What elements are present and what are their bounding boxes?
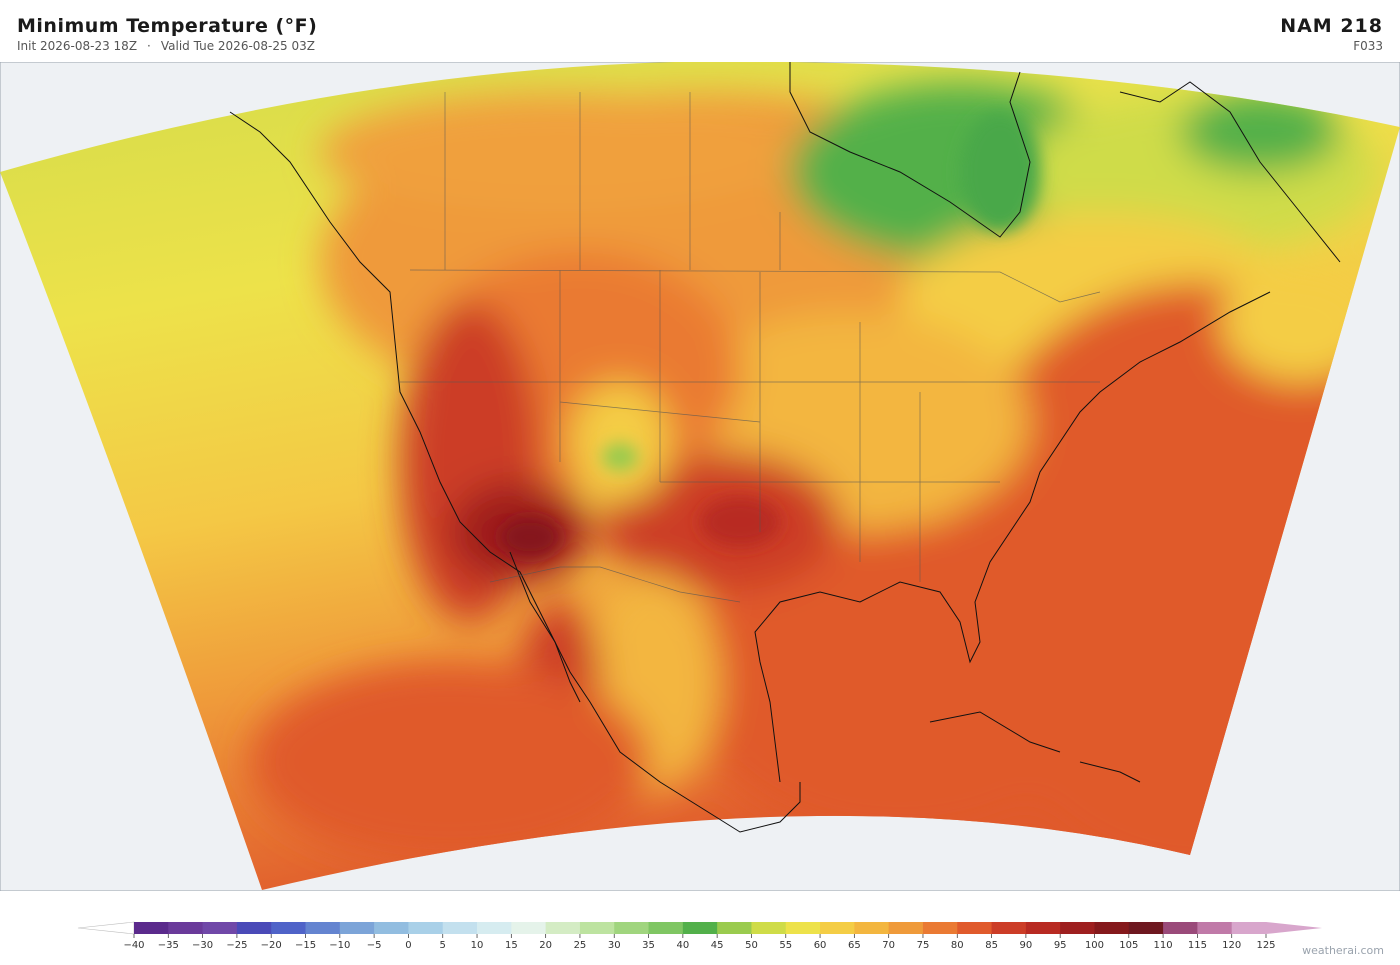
map xyxy=(0,62,1400,891)
colorbar-swatch xyxy=(1094,922,1130,934)
colorbar-under xyxy=(77,921,135,935)
colorbar-swatch xyxy=(134,922,169,934)
colorbar-tick-label: −25 xyxy=(226,940,247,951)
model-name: NAM 218 xyxy=(1280,15,1383,37)
colorbar-tick-label: −15 xyxy=(295,940,316,951)
colorbar-swatch xyxy=(1025,922,1061,934)
colorbar: −40 −35 −30 −25 −20 −15 −10 −5 0 5 10 15 20 25 30 35 40 4… xyxy=(77,921,1322,951)
colorbar-swatch xyxy=(1163,922,1198,934)
colorbar-tick-label: −10 xyxy=(329,940,350,951)
colorbar-swatch xyxy=(785,922,821,934)
colorbar-swatch xyxy=(236,922,272,934)
colorbar-swatch xyxy=(717,922,752,934)
colorbar-tick-label: 80 xyxy=(951,940,964,951)
colorbar-swatch xyxy=(1231,922,1267,934)
colorbar-swatch xyxy=(888,922,924,934)
colorbar-tick-label: −35 xyxy=(158,940,179,951)
colorbar-tick-label: 110 xyxy=(1154,940,1173,951)
colorbar-swatch xyxy=(545,922,581,934)
colorbar-swatch xyxy=(374,922,409,934)
colorbar-tick-label: 75 xyxy=(917,940,930,951)
colorbar-swatch xyxy=(1060,922,1095,934)
colorbar-tick-label: 90 xyxy=(1020,940,1033,951)
colorbar-tick-label: 115 xyxy=(1188,940,1207,951)
colorbar-tick-label: 70 xyxy=(882,940,895,951)
colorbar-swatch xyxy=(305,922,341,934)
init-time: Init 2026-08-23 18Z xyxy=(17,39,138,53)
map-title: Minimum Temperature (°F) xyxy=(17,15,318,37)
separator: · xyxy=(147,39,151,53)
colorbar-tick-label: 55 xyxy=(779,940,792,951)
colorbar-tick-label: 0 xyxy=(405,940,411,951)
colorbar-tick-label: 100 xyxy=(1085,940,1104,951)
colorbar-swatch xyxy=(339,922,375,934)
colorbar-tick-label: 25 xyxy=(574,940,587,951)
colorbar-tick-label: 105 xyxy=(1119,940,1138,951)
colorbar-swatch xyxy=(271,922,307,934)
colorbar-tick-label: −40 xyxy=(123,940,144,951)
colorbar-tick-label: 125 xyxy=(1256,940,1275,951)
colorbar-tick-label: −20 xyxy=(261,940,282,951)
colorbar-tick-label: 10 xyxy=(471,940,484,951)
colorbar-swatch xyxy=(1197,922,1233,934)
colorbar-tick-label: 35 xyxy=(642,940,655,951)
colorbar-swatch xyxy=(820,922,855,934)
colorbar-swatch xyxy=(648,922,684,934)
colorbar-tick-label: 20 xyxy=(539,940,552,951)
colorbar-swatch xyxy=(579,922,615,934)
colorbar-swatch xyxy=(477,922,512,934)
colorbar-tick-label: −30 xyxy=(192,940,213,951)
colorbar-swatch xyxy=(511,922,547,934)
forecast-hour: F033 xyxy=(1353,39,1383,53)
colorbar-tick-label: 5 xyxy=(440,940,446,951)
colorbar-swatch xyxy=(408,922,444,934)
borders xyxy=(400,92,1101,603)
colorbar-tick-label: 95 xyxy=(1054,940,1067,951)
colorbar-tick-label: 120 xyxy=(1222,940,1241,951)
subtitle: Init 2026-08-23 18Z · Valid Tue 2026-08-25… xyxy=(17,39,315,53)
colorbar-swatch xyxy=(854,922,890,934)
colorbar-tick-label: 60 xyxy=(814,940,827,951)
colorbar-swatch xyxy=(991,922,1027,934)
colorbar-swatch xyxy=(1128,922,1164,934)
colorbar-tick-label: −5 xyxy=(367,940,382,951)
colorbar-swatch xyxy=(614,922,650,934)
colorbar-swatch xyxy=(922,922,958,934)
colorbar-tick-label: 40 xyxy=(676,940,689,951)
watermark: weatherai.com xyxy=(1302,944,1384,957)
valid-time: Valid Tue 2026-08-25 03Z xyxy=(160,39,315,53)
colorbar-swatch xyxy=(682,922,718,934)
colorbar-tick-label: 50 xyxy=(745,940,758,951)
colorbar-swatch xyxy=(957,922,993,934)
colorbar-over xyxy=(1266,922,1322,934)
colorbar-tick-label: 30 xyxy=(608,940,621,951)
colorbar-tick-label: 45 xyxy=(711,940,724,951)
colorbar-tick-label: 15 xyxy=(505,940,518,951)
colorbar-swatch xyxy=(202,922,238,934)
colorbar-swatch xyxy=(168,922,204,934)
colorbar-tick-label: 65 xyxy=(848,940,861,951)
coastlines xyxy=(229,62,1341,833)
colorbar-swatch xyxy=(751,922,787,934)
colorbar-tick-label: 85 xyxy=(985,940,998,951)
colorbar-swatch xyxy=(442,922,478,934)
